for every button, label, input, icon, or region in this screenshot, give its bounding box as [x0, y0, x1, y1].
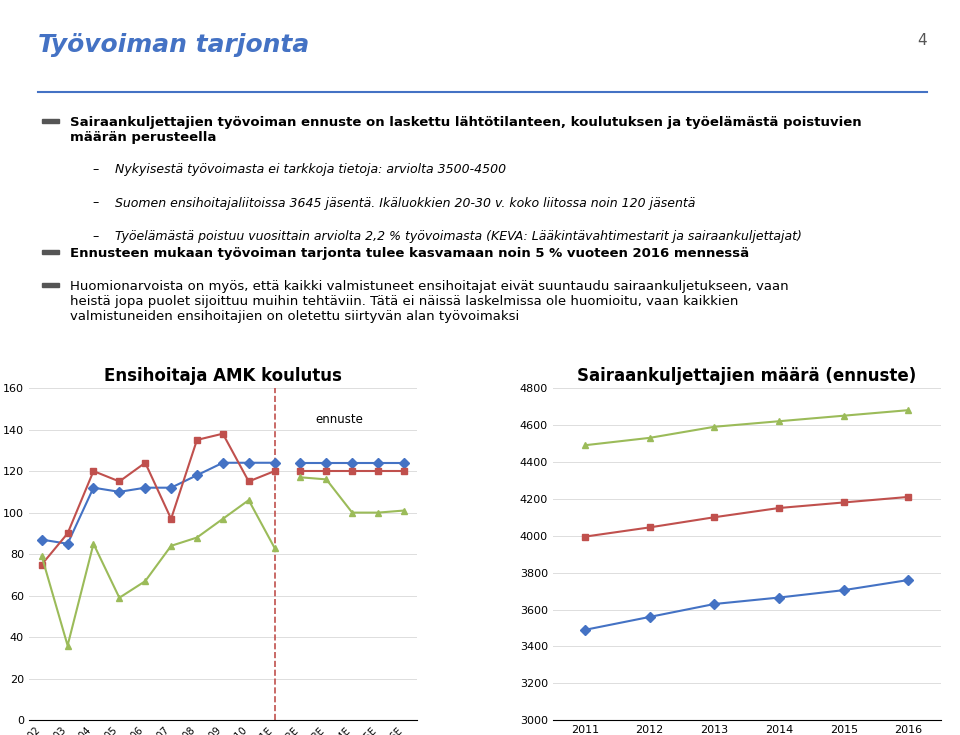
Text: 4: 4 [918, 32, 927, 48]
Text: Työelämästä poistuu vuosittain arviolta 2,2 % työvoimasta (KEVA: Lääkintävahtime: Työelämästä poistuu vuosittain arviolta … [115, 229, 803, 243]
Text: ennuste: ennuste [315, 413, 363, 426]
Bar [42, 250, 59, 254]
Text: –: – [92, 196, 99, 209]
Text: Sairaankuljettajien työvoiman ennuste on laskettu lähtötilanteen, koulutuksen ja: Sairaankuljettajien työvoiman ennuste on… [70, 116, 861, 144]
Text: Työvoiman tarjonta: Työvoiman tarjonta [38, 32, 309, 57]
Text: –: – [92, 163, 99, 176]
Bar [42, 119, 59, 123]
Text: Ennusteen mukaan työvoiman tarjonta tulee kasvamaan noin 5 % vuoteen 2016 mennes: Ennusteen mukaan työvoiman tarjonta tule… [70, 247, 749, 260]
Title: Sairaankuljettajien määrä (ennuste): Sairaankuljettajien määrä (ennuste) [577, 367, 917, 385]
Text: Huomionarvoista on myös, että kaikki valmistuneet ensihoitajat eivät suuntaudu s: Huomionarvoista on myös, että kaikki val… [70, 280, 788, 323]
Text: –: – [92, 229, 99, 243]
Title: Ensihoitaja AMK koulutus: Ensihoitaja AMK koulutus [104, 367, 342, 385]
Text: Suomen ensihoitajaliitoissa 3645 jäsentä. Ikäluokkien 20-30 v. koko liitossa noi: Suomen ensihoitajaliitoissa 3645 jäsentä… [115, 196, 696, 209]
Bar [42, 283, 59, 287]
Text: Nykyisestä työvoimasta ei tarkkoja tietoja: arviolta 3500-4500: Nykyisestä työvoimasta ei tarkkoja tieto… [115, 163, 507, 176]
